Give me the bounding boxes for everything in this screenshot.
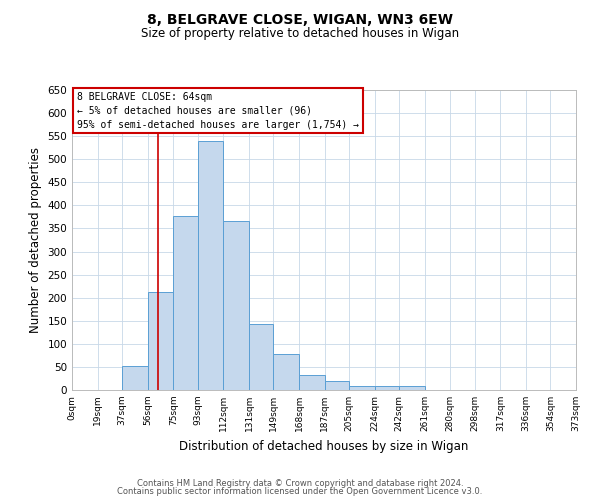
Bar bbox=[122, 366, 148, 390]
Bar bbox=[249, 324, 274, 390]
Bar bbox=[148, 292, 173, 390]
Y-axis label: Number of detached properties: Number of detached properties bbox=[29, 147, 42, 333]
Text: Size of property relative to detached houses in Wigan: Size of property relative to detached ho… bbox=[141, 28, 459, 40]
Bar bbox=[325, 381, 349, 390]
Bar bbox=[399, 386, 425, 390]
Bar bbox=[173, 216, 197, 390]
Bar bbox=[349, 386, 374, 390]
Bar bbox=[197, 141, 223, 390]
Bar bbox=[299, 375, 325, 390]
Bar bbox=[274, 354, 299, 390]
X-axis label: Distribution of detached houses by size in Wigan: Distribution of detached houses by size … bbox=[179, 440, 469, 452]
Text: Contains public sector information licensed under the Open Government Licence v3: Contains public sector information licen… bbox=[118, 487, 482, 496]
Bar bbox=[223, 220, 249, 390]
Text: 8, BELGRAVE CLOSE, WIGAN, WN3 6EW: 8, BELGRAVE CLOSE, WIGAN, WN3 6EW bbox=[147, 12, 453, 26]
Text: 8 BELGRAVE CLOSE: 64sqm
← 5% of detached houses are smaller (96)
95% of semi-det: 8 BELGRAVE CLOSE: 64sqm ← 5% of detached… bbox=[77, 92, 359, 130]
Bar bbox=[374, 386, 399, 390]
Text: Contains HM Land Registry data © Crown copyright and database right 2024.: Contains HM Land Registry data © Crown c… bbox=[137, 478, 463, 488]
